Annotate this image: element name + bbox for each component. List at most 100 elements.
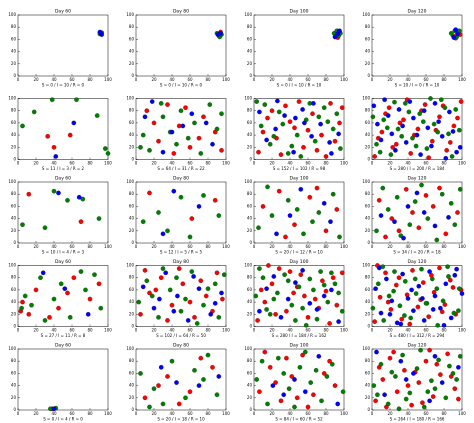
x-tick-label: 100 [458,161,466,166]
point [430,204,436,209]
point [212,301,218,306]
point [205,286,211,291]
point [83,287,88,293]
y-tick-label: 0 [367,240,370,245]
point [412,276,418,282]
point [262,349,268,355]
point [446,215,451,220]
point [316,354,322,359]
point [165,228,170,234]
point [147,290,152,296]
point [393,282,399,288]
point [437,185,442,191]
point [338,146,343,151]
point [419,182,424,188]
point [385,207,391,212]
panel: Day 80 0 20 40 60 80 100 0 20 40 60 80 100 S = 12 / I… [126,176,230,255]
point [194,321,200,326]
y-tick-label: 100 [362,96,370,101]
y-tick-label: 20 [247,228,253,233]
y-tick-label: 100 [8,346,16,351]
point [87,296,93,302]
point [377,294,383,300]
point [448,201,454,206]
point [80,196,86,202]
panel-title: Day 120 [408,176,427,182]
point [391,288,396,294]
point [415,126,421,132]
y-tick-label: 20 [11,311,17,316]
panel-title: Day 100 [290,176,309,182]
point [203,120,209,126]
point [400,271,405,277]
point [196,286,202,291]
x-tick-label: 100 [104,161,112,166]
point [62,286,68,291]
point [265,115,270,121]
point [85,311,91,317]
point [323,154,329,159]
point [406,109,412,115]
point [260,204,266,209]
point [294,132,300,138]
point [302,349,308,355]
point [378,361,384,367]
point [378,137,384,143]
point [264,137,269,143]
panel-title: Day 120 [408,343,427,349]
point [308,380,314,385]
point [390,145,396,150]
point [160,114,166,120]
point [437,114,442,120]
panel: Day 60 0 20 40 60 80 100 0 20 40 60 80 100 S = 0 / I … [8,9,112,88]
y-tick-label: 60 [11,36,17,41]
point [456,286,462,291]
point [447,140,453,145]
y-tick-label: 40 [129,383,135,388]
point [321,201,327,206]
point [430,307,436,312]
plot-frame [17,181,109,244]
x-tick-label: 60 [423,161,429,166]
point [97,29,103,35]
x-tick-label: 40 [287,328,293,333]
y-tick-label: 60 [365,203,371,208]
x-tick-label: 80 [87,411,93,416]
point [260,129,266,135]
point [65,198,70,203]
point [398,358,404,364]
x-tick-label: 80 [323,411,329,416]
x-tick-label: 60 [305,77,311,82]
x-axis-label: S = 0 / I = 10 / R = 10 [277,83,322,88]
point [410,210,415,215]
panel-title: Day 60 [55,343,71,349]
point [138,145,143,150]
point [337,120,342,126]
panel: Day 60 0 20 40 60 80 100 0 20 40 60 80 100 S = 0 / I … [8,343,112,422]
point [303,322,309,328]
x-tick-label: 80 [323,77,329,82]
y-tick-label: 80 [247,24,253,29]
panel: 0 20 40 60 80 100 0 20 40 60 80 100 S = 280 / I = 20… [362,96,466,172]
point [330,126,336,132]
point [216,374,222,379]
point [403,377,409,382]
point [395,126,401,132]
point [446,131,451,137]
x-tick-label: 80 [205,244,211,249]
point [165,374,170,379]
point [400,352,405,358]
point [140,219,146,224]
point [387,355,393,361]
plot-frame [371,14,463,77]
point [425,389,431,395]
point [443,155,449,161]
x-tick-label: 0 [253,161,256,166]
point [339,105,345,110]
point [271,274,277,279]
x-tick-label: 60 [187,244,193,249]
point [187,299,193,305]
y-tick-label: 80 [247,275,253,280]
point [459,291,465,296]
point [174,380,179,385]
